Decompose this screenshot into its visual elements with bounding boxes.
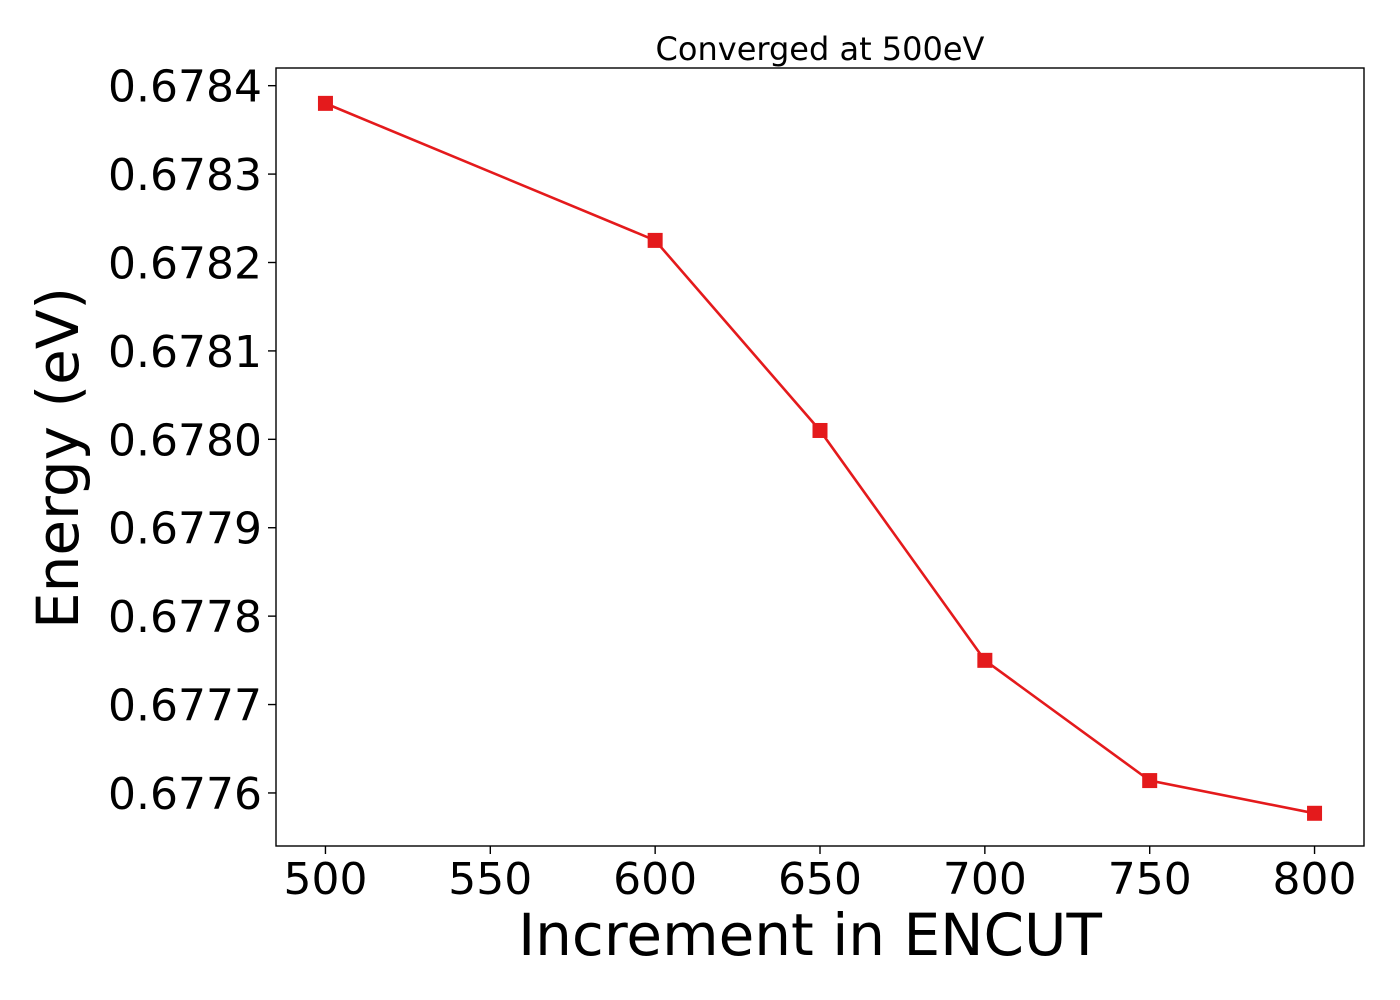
x-tick-label: 500	[283, 854, 367, 905]
data-point-marker	[1142, 773, 1158, 789]
x-tick-label: 550	[448, 854, 532, 905]
series-layer	[317, 95, 1323, 821]
y-tick-label: 0.6783	[108, 150, 262, 201]
x-axis-label: Increment in ENCUT	[518, 901, 1102, 969]
y-tick-label: 0.6780	[108, 415, 262, 466]
y-tick-label: 0.6778	[108, 592, 262, 643]
data-point-marker	[977, 652, 993, 668]
y-tick-label: 0.6782	[108, 239, 262, 290]
data-point-marker	[317, 95, 333, 111]
y-tick-label: 0.6776	[108, 769, 262, 820]
plot-area-frame	[275, 67, 1365, 847]
x-tick-label: 650	[778, 854, 862, 905]
y-tick-label: 0.6779	[108, 504, 262, 555]
x-tick-label: 750	[1108, 854, 1192, 905]
chart-title: Converged at 500eV	[656, 30, 985, 68]
data-point-marker	[647, 232, 663, 248]
y-tick-label: 0.6777	[108, 681, 262, 732]
data-point-marker	[812, 422, 828, 438]
energy-series-line	[324, 102, 1315, 815]
y-tick-label: 0.6781	[108, 327, 262, 378]
x-tick-label: 600	[613, 854, 697, 905]
y-axis-label: Energy (eV)	[24, 287, 92, 629]
data-point-marker	[1307, 805, 1323, 821]
x-tick-label: 800	[1273, 854, 1357, 905]
x-axis: 500 550 600 650 700 750 800	[283, 846, 1357, 905]
y-tick-label: 0.6784	[108, 62, 262, 113]
y-axis: 0.6776 0.6777 0.6778 0.6779 0.6780 0.6781 0.67…	[108, 62, 276, 820]
x-tick-label: 700	[943, 854, 1027, 905]
